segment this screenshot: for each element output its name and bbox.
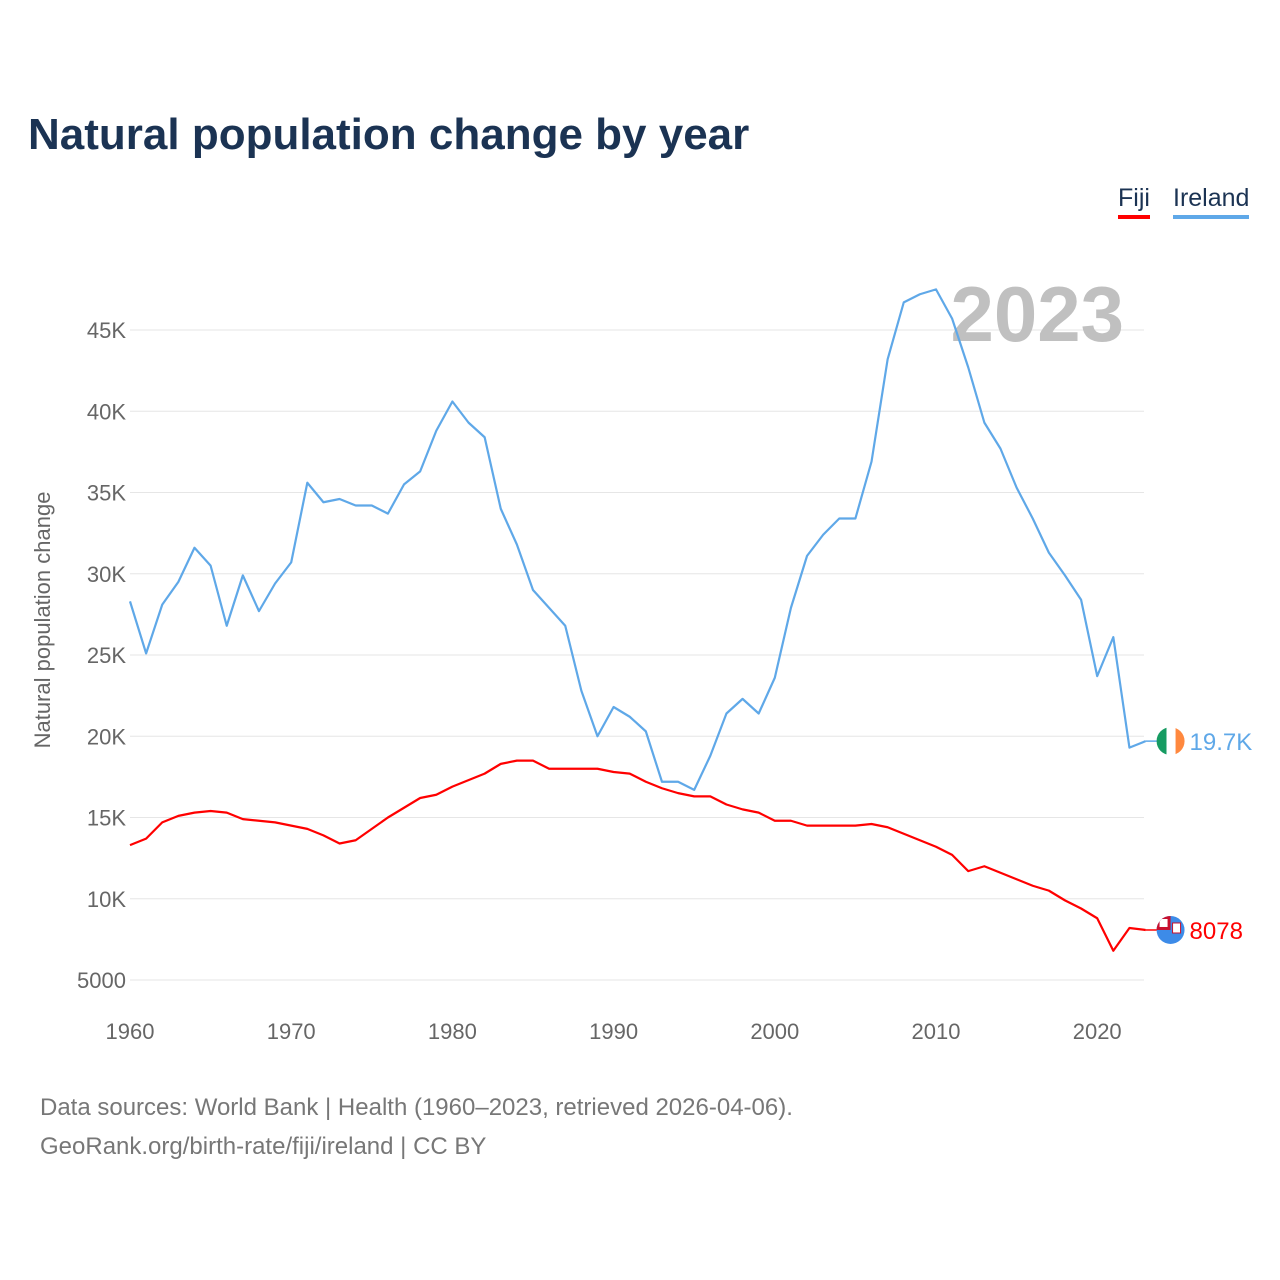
y-tick-label: 45K	[87, 318, 126, 343]
x-tick-label: 1970	[267, 1019, 316, 1044]
end-value-label-fiji: 8078	[1190, 918, 1243, 945]
y-tick-label: 30K	[87, 562, 126, 587]
source-line-2[interactable]: GeoRank.org/birth-rate/fiji/ireland | CC…	[40, 1133, 487, 1160]
x-tick-label: 2000	[750, 1019, 799, 1044]
source-note: Data sources: World Bank | Health (1960–…	[40, 1088, 793, 1166]
y-tick-label: 15K	[87, 806, 126, 831]
y-axis-label: Natural population change	[30, 492, 55, 749]
y-tick-label: 10K	[87, 887, 126, 912]
chart-title: Natural population change by year	[28, 110, 750, 159]
x-tick-label: 2010	[912, 1019, 961, 1044]
year-label: 2023	[950, 270, 1124, 358]
fiji-flag-icon	[1156, 915, 1185, 944]
series-line-ireland[interactable]	[128, 288, 1146, 791]
legend-item-fiji[interactable]: Fiji	[1118, 184, 1150, 219]
series-line-fiji[interactable]	[129, 759, 1146, 952]
y-tick-label: 20K	[87, 724, 126, 749]
y-tick-label: 25K	[87, 643, 126, 668]
x-tick-label: 1990	[589, 1019, 638, 1044]
y-tick-label: 35K	[87, 481, 126, 506]
end-value-label-ireland: 19.7K	[1190, 729, 1253, 756]
y-tick-label: 40K	[87, 399, 126, 424]
y-tick-label: 5000	[77, 968, 126, 993]
ireland-flag-icon	[1156, 727, 1185, 756]
legend-item-ireland[interactable]: Ireland	[1173, 184, 1250, 219]
x-tick-label: 2020	[1073, 1019, 1122, 1044]
source-line-1: Data sources: World Bank | Health (1960–…	[40, 1094, 793, 1121]
x-tick-label: 1980	[428, 1019, 477, 1044]
x-tick-label: 1960	[106, 1019, 155, 1044]
